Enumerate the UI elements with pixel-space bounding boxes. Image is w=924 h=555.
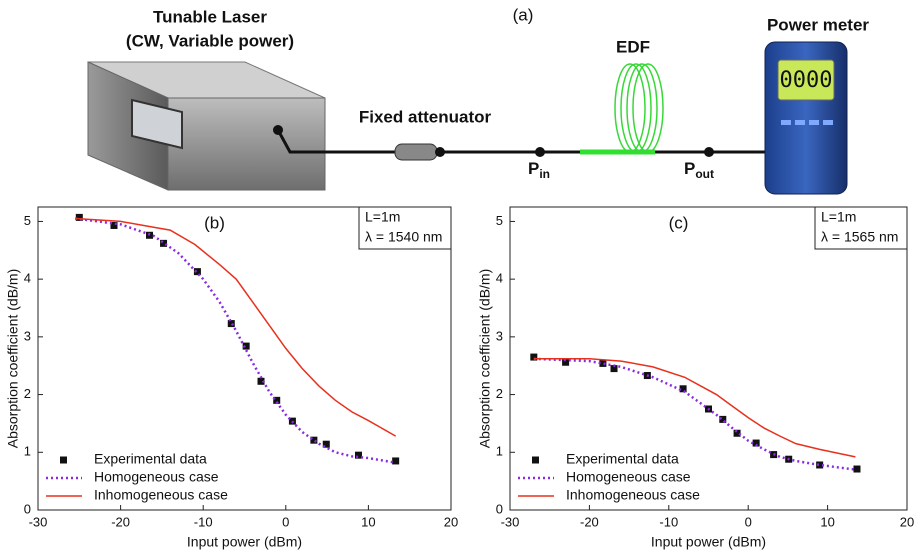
legend-label: Experimental data — [94, 451, 207, 467]
y-tick-label: 2 — [24, 386, 31, 401]
edf-coil — [614, 63, 664, 153]
y-tick-label: 3 — [24, 328, 31, 343]
x-tick-label: 10 — [361, 514, 375, 529]
laser-subtitle: (CW, Variable power) — [126, 31, 294, 50]
y-tick-label: 3 — [496, 328, 503, 343]
legend-label: Inhomogeneous case — [94, 487, 228, 503]
meter-screen — [777, 59, 835, 101]
meter-display: 0000 — [780, 68, 833, 93]
laser-title: Tunable Laser — [153, 7, 267, 26]
laser-window — [131, 98, 183, 150]
data-point — [530, 353, 538, 361]
x-tick-label: -20 — [111, 514, 130, 529]
panel-title: (b) — [204, 213, 225, 232]
data-point — [75, 213, 83, 221]
annotation-box — [358, 206, 452, 250]
data-point — [816, 461, 824, 469]
series-line — [533, 357, 856, 471]
laser-front — [167, 97, 326, 191]
data-point — [110, 221, 118, 229]
y-tick-label: 4 — [24, 271, 31, 286]
pin-label: Pin — [528, 159, 550, 181]
legend-label: Experimental data — [566, 451, 679, 467]
data-point — [679, 385, 687, 393]
series-line — [75, 217, 396, 464]
x-tick-label: 0 — [745, 514, 752, 529]
data-point — [227, 320, 235, 328]
data-point — [193, 268, 201, 276]
y-tick-label: 0 — [496, 501, 503, 516]
attenuator-label: Fixed attenuator — [359, 107, 492, 126]
data-point — [322, 440, 330, 448]
data-point — [610, 365, 618, 373]
annotation: L=1m — [821, 209, 856, 225]
y-tick-label: 2 — [496, 386, 503, 401]
data-point — [599, 359, 607, 367]
x-tick-label: -10 — [194, 514, 213, 529]
data-point — [719, 415, 727, 423]
y-axis-label: Absorption coefficient (dB/m) — [5, 269, 21, 449]
annotation-box — [814, 206, 908, 250]
panel-label: (a) — [513, 5, 534, 24]
data-point — [310, 436, 318, 444]
annotation: λ = 1565 nm — [821, 229, 898, 245]
meter-buttons — [781, 120, 833, 125]
plot-frame — [37, 206, 452, 511]
panel-title: (c) — [669, 213, 689, 232]
legend-label: Inhomogeneous case — [566, 487, 700, 503]
data-point — [257, 377, 265, 385]
series-line — [75, 217, 397, 437]
x-tick-label: -30 — [29, 514, 48, 529]
annotation: L=1m — [365, 209, 400, 225]
pin-point — [535, 147, 545, 157]
data-point — [273, 396, 281, 404]
pout-label: Pout — [684, 159, 714, 181]
legend-marker — [532, 456, 539, 464]
y-axis-label: Absorption coefficient (dB/m) — [477, 269, 493, 449]
x-tick-label: -30 — [501, 514, 520, 529]
x-tick-label: 10 — [820, 514, 834, 529]
data-point — [733, 429, 741, 437]
data-point — [853, 465, 861, 473]
y-tick-label: 5 — [496, 213, 503, 228]
x-tick-label: -20 — [580, 514, 599, 529]
data-point — [160, 239, 168, 247]
legend-label: Homogeneous case — [94, 469, 219, 485]
plot-frame — [509, 206, 908, 511]
legend-label: Homogeneous case — [566, 469, 691, 485]
edf-label: EDF — [616, 37, 650, 56]
x-axis-label: Input power (dBm) — [651, 534, 766, 550]
y-tick-label: 1 — [496, 444, 503, 459]
data-point — [392, 457, 400, 465]
meter-label: Power meter — [767, 15, 869, 34]
data-point — [752, 439, 760, 447]
data-point — [242, 342, 250, 350]
series-line — [533, 358, 856, 458]
x-tick-label: 20 — [444, 514, 458, 529]
x-tick-label: 20 — [900, 514, 914, 529]
connector — [435, 147, 445, 157]
data-point — [562, 358, 570, 366]
y-tick-label: 1 — [24, 444, 31, 459]
pout-point — [704, 147, 714, 157]
y-tick-label: 5 — [24, 213, 31, 228]
annotation: λ = 1540 nm — [365, 229, 442, 245]
y-tick-label: 4 — [496, 271, 503, 286]
attenuator — [394, 143, 438, 161]
x-tick-label: 0 — [282, 514, 289, 529]
x-tick-label: -10 — [659, 514, 678, 529]
y-tick-label: 0 — [24, 501, 31, 516]
fiber-cable — [276, 129, 580, 154]
legend-marker — [60, 456, 67, 464]
data-point — [354, 451, 362, 459]
setup-diagram: Tunable Laser (CW, Variable power) (a) F… — [87, 5, 869, 195]
x-axis-label: Input power (dBm) — [187, 534, 302, 550]
